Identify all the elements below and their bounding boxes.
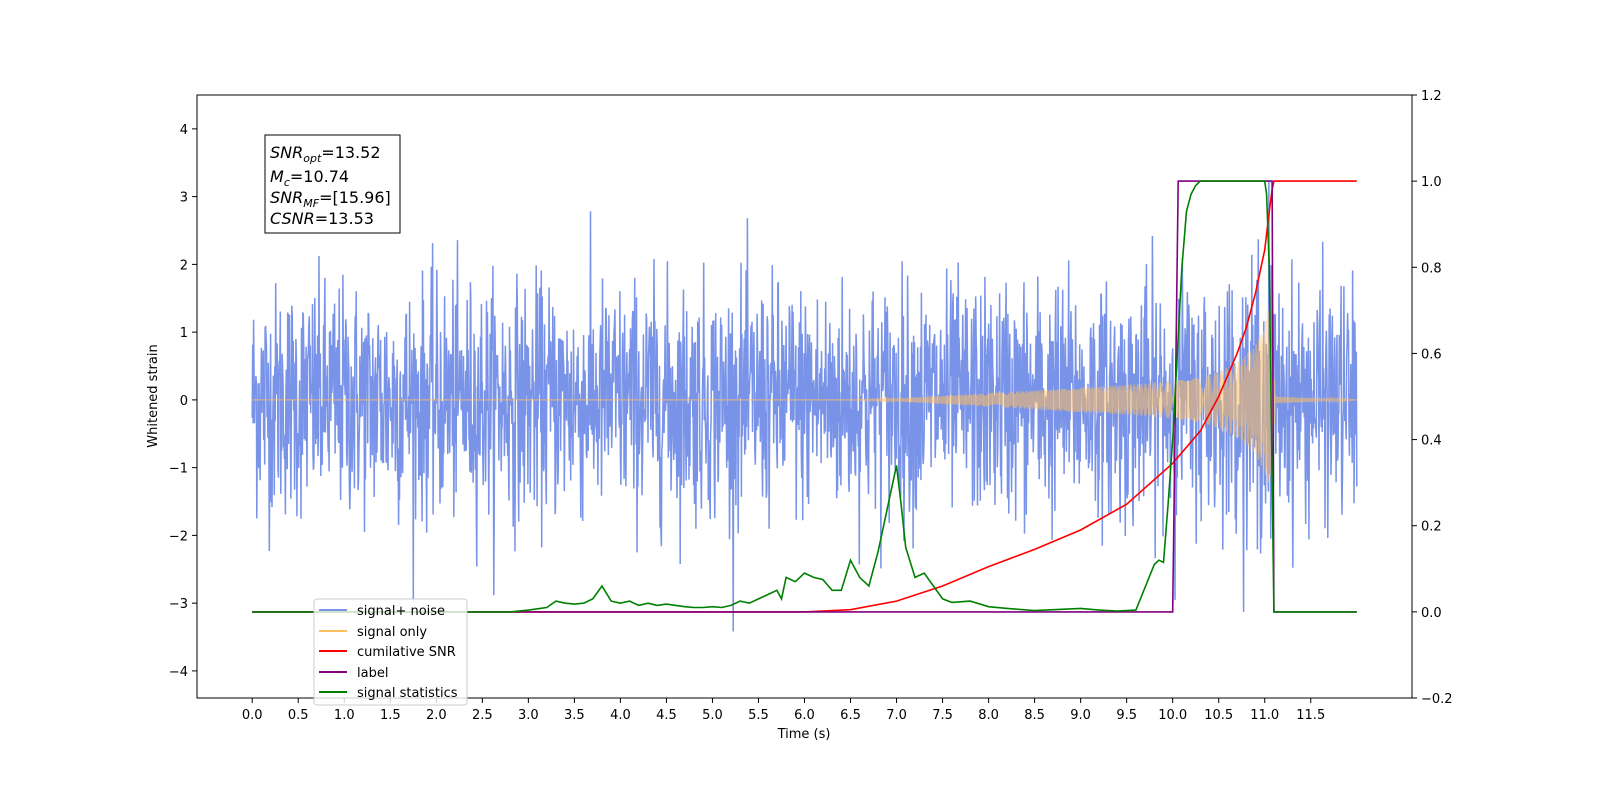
- annotation-box: SNRopt=13.52 Mc=10.74 SNRMF=[15.96] CSNR…: [264, 134, 401, 234]
- x-tick-label: 9.5: [1116, 708, 1137, 723]
- legend-label-signal-noise: signal+ noise: [357, 604, 445, 619]
- x-tick-label: 10.0: [1158, 708, 1187, 723]
- x-tick-label: 2.5: [472, 708, 493, 723]
- y-tick-label: 0: [180, 394, 188, 409]
- series-signal-only: [252, 310, 1357, 483]
- series-signal-noise: [251, 180, 1358, 632]
- x-tick-label: 3.0: [518, 708, 539, 723]
- x-tick-label: 7.0: [886, 708, 907, 723]
- y-tick-label: −2: [169, 529, 188, 544]
- y-tick-label: −3: [169, 597, 188, 612]
- y2-tick-label: 0.4: [1421, 434, 1442, 449]
- x-tick-label: 1.5: [380, 708, 401, 723]
- y-tick-label: 1: [180, 326, 188, 341]
- x-tick-label: 10.5: [1204, 708, 1233, 723]
- x-tick-label: 8.0: [978, 708, 999, 723]
- x-tick-label: 0.5: [288, 708, 309, 723]
- y-tick-label: −4: [169, 665, 188, 680]
- x-tick-label: 11.0: [1250, 708, 1279, 723]
- y-tick-label: 2: [180, 258, 188, 273]
- x-tick-label: 11.5: [1296, 708, 1325, 723]
- y-axis-ticks: 4 3 2 1 0 −1 −2 −3 −4: [169, 123, 197, 680]
- annotation-mc: Mc=10.74: [270, 167, 349, 189]
- y2-tick-label: 0.6: [1421, 347, 1442, 362]
- y-tick-label: 4: [180, 123, 188, 138]
- x-tick-label: 0.0: [242, 708, 263, 723]
- y2-tick-label: 0.2: [1421, 520, 1442, 535]
- x-axis-ticks: 0.0 0.5 1.0 1.5 2.0 2.5 3.0 3.5 4.0 4.5 5.0 5.5 6.0 6…: [242, 698, 1325, 723]
- legend: signal+ noise signal only cumilative SNR…: [313, 598, 468, 706]
- x-tick-label: 7.5: [932, 708, 953, 723]
- x-tick-label: 6.0: [794, 708, 815, 723]
- y2-tick-label: 1.0: [1421, 175, 1442, 190]
- x-tick-label: 6.5: [840, 708, 861, 723]
- annotation-frame: [264, 134, 401, 234]
- y-tick-label: −1: [169, 462, 188, 477]
- x-axis-label: Time (s): [777, 727, 831, 742]
- y2-tick-label: 0.8: [1421, 261, 1442, 276]
- series-signal-statistics: [252, 180, 1357, 613]
- x-tick-label: 1.0: [334, 708, 355, 723]
- legend-label-signal-only: signal only: [357, 625, 427, 640]
- y2-tick-label: −0.2: [1421, 692, 1453, 707]
- annotation-snr-opt: SNRopt=13.52: [270, 143, 381, 165]
- legend-frame: [313, 598, 468, 706]
- y-axis-label: Whitened strain: [146, 344, 161, 447]
- legend-label-label: label: [357, 666, 388, 681]
- y2-tick-label: 0.0: [1421, 606, 1442, 621]
- x-tick-label: 5.0: [702, 708, 723, 723]
- x-tick-label: 4.5: [656, 708, 677, 723]
- x-tick-label: 8.5: [1024, 708, 1045, 723]
- x-tick-label: 5.5: [748, 708, 769, 723]
- legend-label-cumulative-snr: cumilative SNR: [357, 645, 456, 660]
- legend-label-signal-statistics: signal statistics: [357, 686, 458, 701]
- y2-axis-ticks: 1.2 1.0 0.8 0.6 0.4 0.2 0.0 −0.2: [1412, 89, 1453, 707]
- x-tick-label: 4.0: [610, 708, 631, 723]
- x-tick-label: 2.0: [426, 708, 447, 723]
- series-cumulative-snr: [252, 180, 1357, 613]
- annotation-csnr: CSNR=13.53: [270, 209, 374, 228]
- y-tick-label: 3: [180, 191, 188, 206]
- x-tick-label: 9.0: [1070, 708, 1091, 723]
- annotation-snr-mf: SNRMF=[15.96]: [270, 188, 391, 210]
- y2-tick-label: 1.2: [1421, 89, 1442, 104]
- series-layer: [251, 180, 1358, 632]
- x-tick-label: 3.5: [564, 708, 585, 723]
